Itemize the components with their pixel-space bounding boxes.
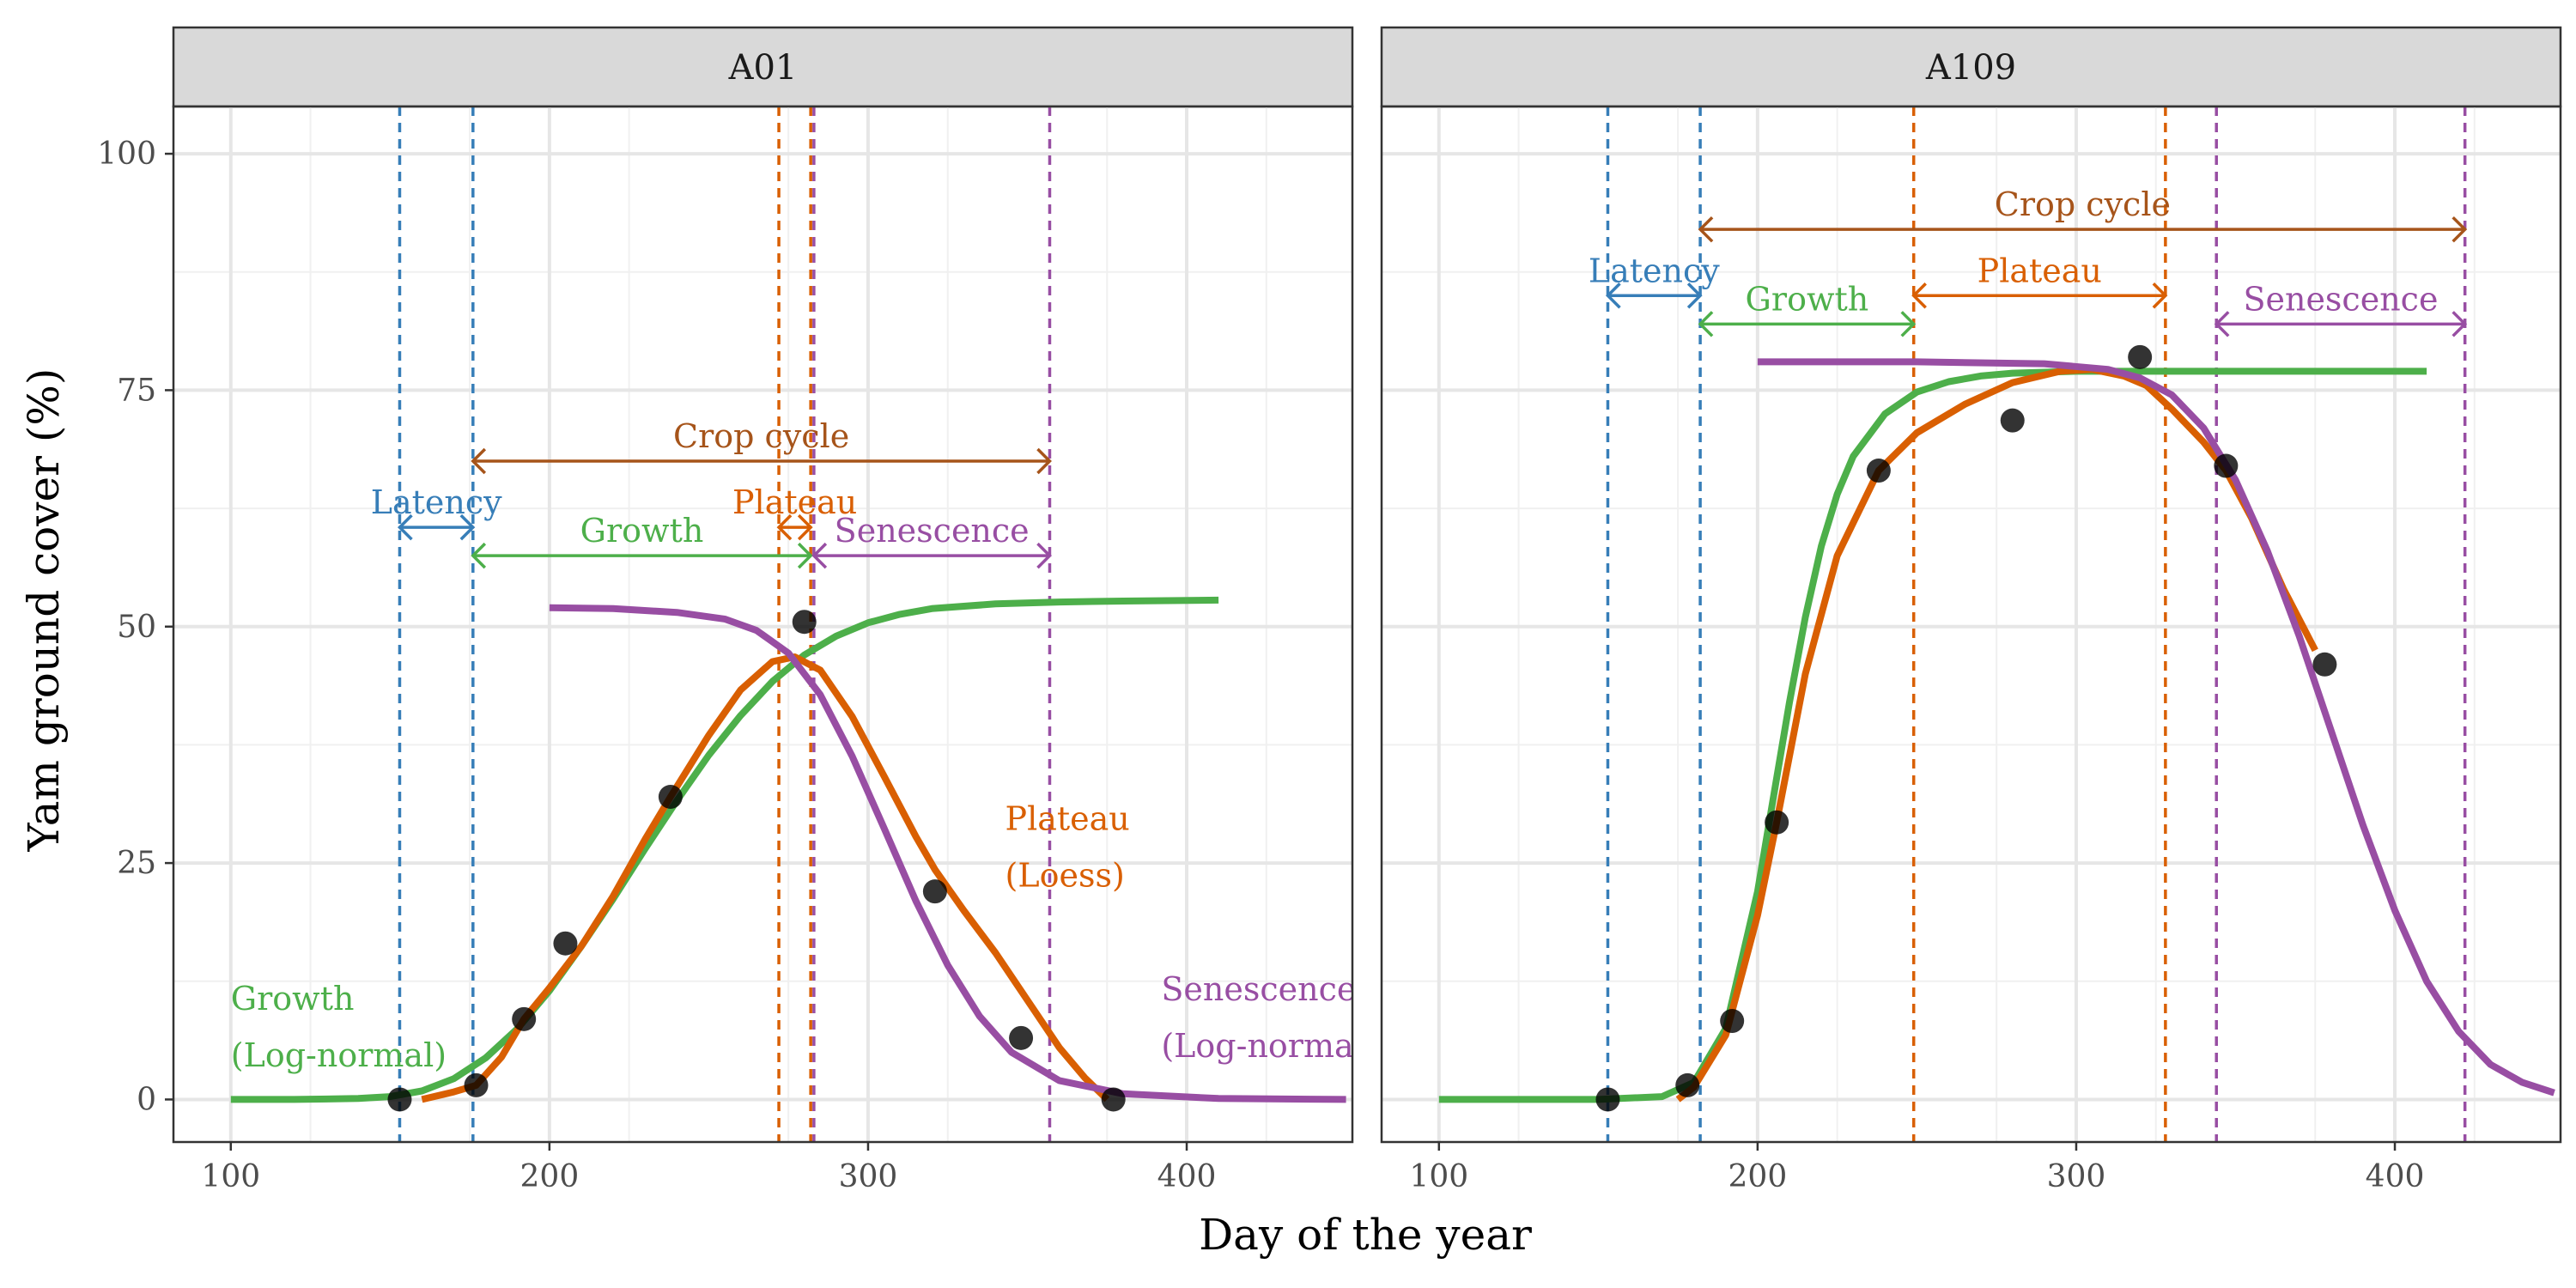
data-point-6 bbox=[792, 610, 817, 635]
data-point-2 bbox=[1675, 1072, 1700, 1097]
crop-cycle-interval-label: Crop cycle bbox=[673, 417, 849, 455]
plateau-arrow-end bbox=[2152, 283, 2168, 309]
latency-arrow-end bbox=[1686, 283, 1703, 309]
curve-label-line-2: (Log-normal) bbox=[231, 1036, 447, 1074]
plateau-arrow-start bbox=[776, 513, 793, 541]
senescence-arrow-start bbox=[2214, 311, 2230, 337]
data-point-1 bbox=[387, 1087, 412, 1112]
data-point-2 bbox=[464, 1072, 489, 1097]
facet-title: A01 bbox=[728, 48, 798, 88]
crop-cycle-interval-label: Crop cycle bbox=[1995, 185, 2171, 223]
panel-border bbox=[172, 105, 1354, 1144]
latency-arrow-start bbox=[1605, 283, 1621, 309]
y-tick-label: 25 bbox=[117, 846, 156, 881]
x-tick-label: 400 bbox=[2366, 1159, 2425, 1194]
senescence-arrow-end bbox=[1036, 542, 1052, 569]
growth-arrow-start bbox=[1698, 311, 1714, 337]
growth-arrow-start bbox=[471, 542, 487, 569]
data-point-8 bbox=[1009, 1025, 1034, 1050]
latency-interval-label: Latency bbox=[1589, 252, 1720, 289]
plateau-arrow-start bbox=[1911, 283, 1927, 309]
senescence-curve bbox=[1757, 358, 2555, 1097]
plot-area: Crop cycle Latency Plateau Growth Senescence bbox=[1382, 106, 2561, 1142]
latency-arrow-end bbox=[459, 513, 476, 541]
curve-label-line-1: Growth bbox=[231, 980, 355, 1018]
data-point-3 bbox=[512, 1006, 537, 1031]
senescence-arrow-end bbox=[2451, 311, 2468, 337]
data-point-8 bbox=[2214, 453, 2239, 478]
data-point-4 bbox=[1765, 810, 1789, 835]
crop-cycle-arrow-start bbox=[1698, 216, 1714, 243]
curve-label-line-1: Senescence bbox=[1161, 970, 1356, 1008]
growth-interval-label: Growth bbox=[1746, 280, 1869, 318]
x-tick-label: 100 bbox=[201, 1159, 260, 1194]
plateau-interval-label: Plateau bbox=[732, 483, 857, 521]
senescence-interval-label: Senescence bbox=[835, 512, 1030, 550]
y-tick-label: 0 bbox=[137, 1082, 156, 1117]
data-point-7 bbox=[922, 879, 947, 904]
facet-panel-a01: A01 Crop cycle Latency Plateau Growth Senesce… bbox=[97, 26, 1376, 1194]
data-point-3 bbox=[1720, 1009, 1745, 1034]
facet-panel-a109: A109 Crop cycle Latency Plateau Growth Senesc… bbox=[1380, 26, 2562, 1194]
data-point-7 bbox=[2128, 344, 2153, 369]
x-tick-label: 200 bbox=[1728, 1159, 1788, 1194]
plateau-arrow-end bbox=[797, 513, 813, 541]
growth-arrow-end bbox=[797, 542, 813, 569]
data-point-5 bbox=[1866, 459, 1891, 483]
crop-cycle-arrow-end bbox=[1036, 447, 1052, 475]
x-axis-title: Day of the year bbox=[1199, 1210, 1532, 1260]
y-tick-label: 75 bbox=[117, 373, 156, 408]
crop-cycle-arrow-end bbox=[2451, 216, 2468, 243]
latency-arrow-start bbox=[397, 513, 413, 541]
plot-area: Crop cycle Latency Plateau Growth Senescence… bbox=[173, 106, 1376, 1142]
curve-label-line-2: (Loess) bbox=[1005, 857, 1125, 895]
senescence-curve bbox=[549, 604, 1346, 1103]
facet-title: A109 bbox=[1925, 48, 2016, 88]
data-point-5 bbox=[658, 785, 683, 809]
facet-strip bbox=[172, 26, 1354, 108]
panel-border bbox=[1380, 105, 2562, 1144]
x-tick-label: 300 bbox=[2047, 1159, 2106, 1194]
x-tick-label: 100 bbox=[1409, 1159, 1468, 1194]
crop-cycle-arrow-start bbox=[471, 447, 487, 475]
latency-interval-label: Latency bbox=[371, 483, 502, 521]
x-tick-label: 200 bbox=[520, 1159, 580, 1194]
data-point-4 bbox=[553, 931, 578, 956]
panels: A01 Crop cycle Latency Plateau Growth Senesce… bbox=[97, 26, 2562, 1194]
y-tick-label: 50 bbox=[117, 610, 156, 645]
senescence-interval-label: Senescence bbox=[2243, 280, 2438, 318]
curve-label-line-2: (Log-normal) bbox=[1161, 1027, 1376, 1065]
x-tick-label: 400 bbox=[1157, 1159, 1217, 1194]
data-point-9 bbox=[1101, 1087, 1126, 1112]
data-point-6 bbox=[2000, 408, 2025, 433]
growth-interval-label: Growth bbox=[580, 512, 704, 550]
y-tick-label: 100 bbox=[97, 137, 156, 172]
data-point-1 bbox=[1595, 1087, 1620, 1112]
x-tick-label: 300 bbox=[839, 1159, 898, 1194]
growth-arrow-end bbox=[1900, 311, 1917, 337]
curve-label-line-1: Plateau bbox=[1005, 800, 1130, 838]
y-axis-title: Yam ground cover (%) bbox=[19, 368, 69, 853]
senescence-arrow-start bbox=[811, 542, 828, 569]
data-point-9 bbox=[2312, 652, 2337, 677]
plateau-interval-label: Plateau bbox=[1978, 252, 2102, 289]
